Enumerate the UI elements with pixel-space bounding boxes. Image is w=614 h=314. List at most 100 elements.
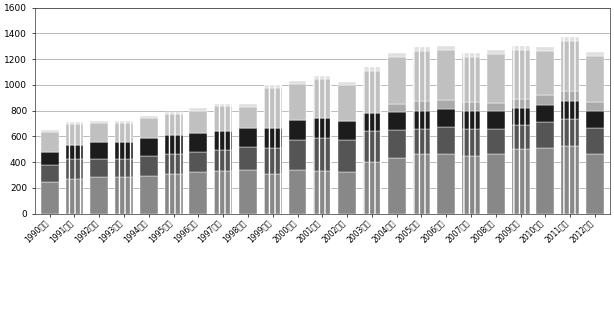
Bar — [214, 171, 232, 214]
Bar — [140, 118, 158, 138]
Bar — [264, 88, 282, 128]
Bar — [214, 131, 232, 150]
Bar — [561, 119, 579, 146]
Bar — [115, 160, 133, 177]
Bar — [437, 50, 455, 100]
Bar — [338, 139, 356, 172]
Bar — [190, 133, 208, 152]
Bar — [140, 176, 158, 214]
Bar — [437, 46, 455, 50]
Bar — [537, 148, 554, 214]
Bar — [239, 107, 257, 128]
Bar — [462, 129, 480, 156]
Bar — [90, 159, 108, 177]
Bar — [413, 47, 430, 51]
Bar — [561, 37, 579, 41]
Bar — [41, 130, 58, 132]
Bar — [537, 51, 554, 95]
Bar — [388, 104, 406, 112]
Bar — [115, 142, 133, 160]
Bar — [561, 101, 579, 119]
Bar — [264, 85, 282, 88]
Bar — [313, 79, 331, 118]
Bar — [537, 122, 554, 148]
Bar — [66, 124, 84, 145]
Bar — [313, 138, 331, 171]
Bar — [388, 53, 406, 57]
Bar — [586, 128, 604, 154]
Bar — [586, 56, 604, 102]
Bar — [586, 52, 604, 56]
Bar — [413, 51, 430, 101]
Bar — [413, 101, 430, 111]
Bar — [437, 109, 455, 127]
Bar — [165, 112, 182, 114]
Bar — [487, 129, 505, 154]
Bar — [363, 112, 381, 131]
Bar — [487, 154, 505, 214]
Bar — [90, 142, 108, 159]
Bar — [388, 57, 406, 104]
Bar — [239, 104, 257, 107]
Bar — [338, 121, 356, 139]
Bar — [388, 130, 406, 158]
Bar — [313, 171, 331, 214]
Bar — [462, 53, 480, 57]
Bar — [165, 174, 182, 214]
Bar — [462, 156, 480, 214]
Bar — [289, 81, 306, 84]
Bar — [363, 131, 381, 162]
Bar — [462, 102, 480, 111]
Bar — [487, 103, 505, 111]
Bar — [66, 122, 84, 124]
Bar — [239, 170, 257, 214]
Bar — [90, 121, 108, 123]
Bar — [586, 154, 604, 214]
Bar — [140, 138, 158, 156]
Bar — [462, 111, 480, 129]
Bar — [561, 41, 579, 91]
Bar — [437, 127, 455, 154]
Bar — [214, 104, 232, 106]
Bar — [487, 111, 505, 129]
Bar — [41, 152, 58, 165]
Bar — [264, 174, 282, 214]
Bar — [165, 114, 182, 135]
Bar — [214, 150, 232, 171]
Bar — [289, 170, 306, 214]
Bar — [313, 76, 331, 79]
Bar — [388, 112, 406, 130]
Bar — [413, 129, 430, 154]
Bar — [586, 102, 604, 111]
Bar — [413, 111, 430, 129]
Bar — [190, 152, 208, 172]
Bar — [239, 128, 257, 147]
Bar — [115, 177, 133, 214]
Bar — [66, 160, 84, 179]
Bar — [66, 179, 84, 214]
Bar — [165, 154, 182, 174]
Bar — [586, 111, 604, 128]
Bar — [264, 148, 282, 174]
Bar — [115, 121, 133, 123]
Bar — [437, 100, 455, 109]
Bar — [165, 135, 182, 154]
Bar — [140, 116, 158, 118]
Bar — [338, 172, 356, 214]
Bar — [239, 147, 257, 170]
Bar — [537, 47, 554, 51]
Bar — [289, 139, 306, 170]
Bar — [289, 84, 306, 120]
Bar — [511, 149, 529, 214]
Bar — [487, 50, 505, 54]
Bar — [511, 46, 529, 50]
Bar — [66, 145, 84, 160]
Bar — [140, 156, 158, 176]
Bar — [363, 67, 381, 71]
Bar — [487, 54, 505, 103]
Bar — [561, 146, 579, 214]
Bar — [511, 125, 529, 149]
Bar — [363, 71, 381, 112]
Bar — [561, 91, 579, 101]
Bar — [90, 177, 108, 214]
